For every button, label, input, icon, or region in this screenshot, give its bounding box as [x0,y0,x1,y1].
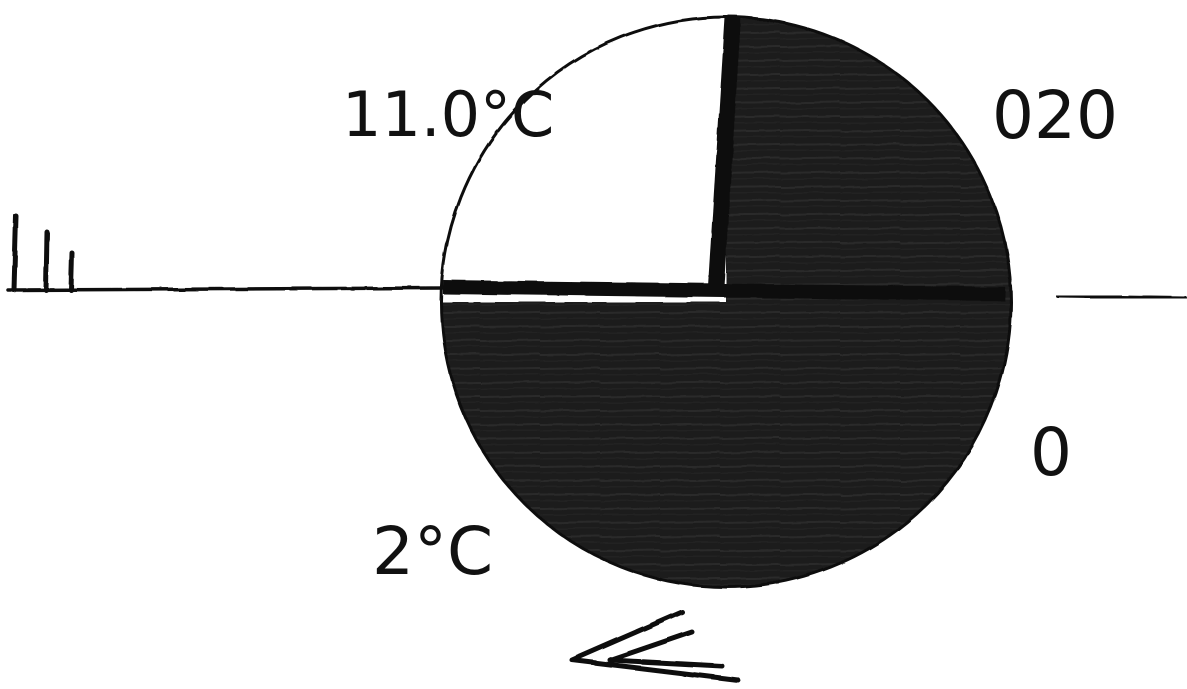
wind-barb-full-2 [43,229,50,293]
dew-point-label: 2°C [372,513,493,590]
pressure-label: 020 [992,77,1118,154]
cloud-cover-divider-horizontal [442,280,1006,301]
cloud-cover-circle [439,15,1013,589]
arrow-icon [569,609,741,683]
pressure-tendency-value: 0 [1030,414,1072,491]
wind-barb [6,213,447,293]
wind-barb-staff [6,286,447,292]
pressure-tendency-line [1056,294,1187,300]
wind-barb-half [68,250,75,293]
cloud-cover-divider-vertical [708,17,741,287]
station-circle-outline [439,15,1013,589]
cloud-cover-shading [441,17,1011,587]
temperature-label: 11.0°C [342,78,554,151]
wind-barb-full-1 [11,213,19,293]
